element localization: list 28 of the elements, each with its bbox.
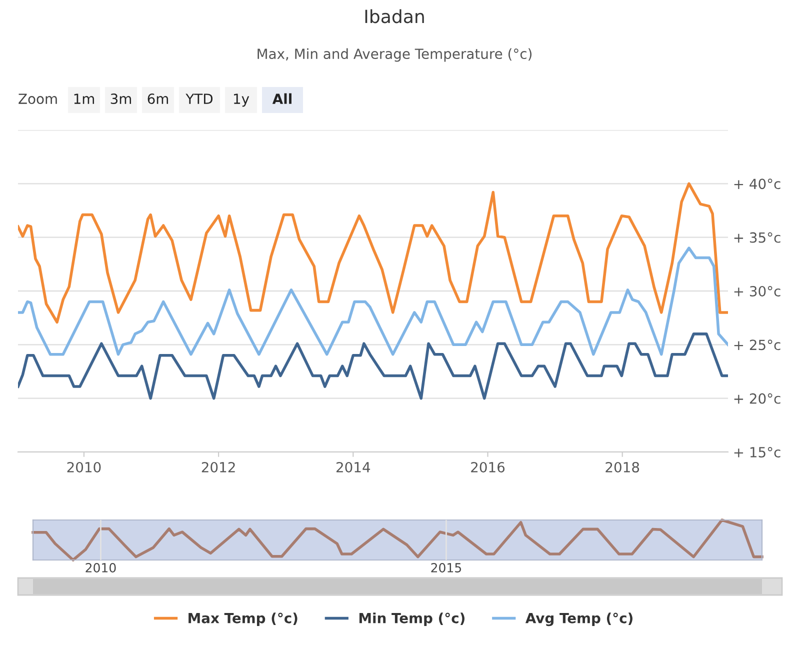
text: Zoom bbox=[18, 94, 57, 104]
text: YTD bbox=[186, 94, 213, 104]
text: 1y bbox=[234, 94, 250, 107]
y-tick-label: + 35°c bbox=[734, 232, 780, 243]
text: 1m bbox=[74, 94, 94, 104]
line-series bbox=[18, 332, 728, 400]
x-tick-label: 2012 bbox=[202, 462, 235, 472]
text: 6m bbox=[148, 94, 168, 104]
x-tick-label: 2018 bbox=[606, 462, 640, 472]
text: 3m bbox=[110, 94, 132, 104]
line-series bbox=[18, 182, 728, 324]
line-series bbox=[18, 246, 728, 356]
y-tick-label: + 20°c bbox=[734, 393, 780, 404]
y-tick-label: + 40°c bbox=[734, 178, 780, 190]
chart-title: Ibadan bbox=[365, 9, 424, 24]
y-tick-label: + 25°c bbox=[734, 340, 780, 350]
chart-subtitle: Max, Min and Average Temperature (°c) bbox=[258, 48, 532, 62]
x-tick-label: 2016 bbox=[471, 462, 505, 472]
y-tick-label: + 30°c bbox=[734, 286, 780, 296]
x-tick-label: 2010 bbox=[86, 563, 116, 572]
x-tick-label: 2010 bbox=[67, 462, 101, 472]
legend-label: Max Temp (°c) bbox=[188, 612, 298, 626]
y-tick-label: + 15°c bbox=[734, 446, 780, 458]
legend-label: Avg Temp (°c) bbox=[525, 612, 632, 626]
x-tick-label: 2015 bbox=[431, 563, 462, 572]
x-tick-label: 2014 bbox=[336, 462, 370, 472]
text: All bbox=[272, 93, 292, 104]
legend-label: Min Temp (°c) bbox=[359, 612, 464, 626]
